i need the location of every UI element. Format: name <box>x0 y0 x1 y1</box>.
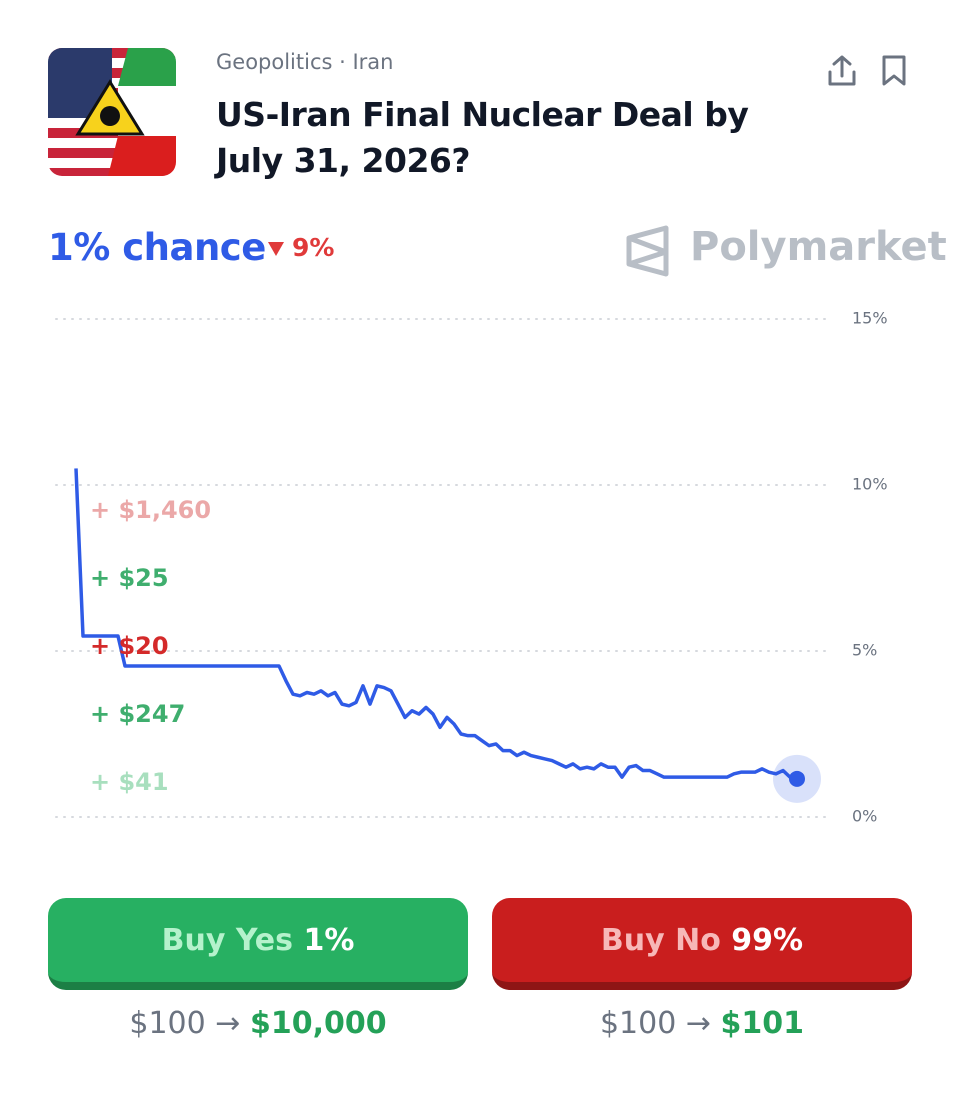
y-tick-label: 0% <box>852 807 877 826</box>
price-chart: 0% 5% 10% 15% <box>55 309 888 826</box>
y-tick-label: 10% <box>852 475 888 494</box>
y-tick-label: 5% <box>852 641 877 660</box>
payout-arrow: → <box>215 1006 241 1041</box>
payout-return: $10,000 <box>249 1006 387 1041</box>
trade-label: + $20 <box>90 632 169 660</box>
market-title: US-Iran Final Nuclear Deal by July 31, 2… <box>216 95 749 180</box>
payout: $100 → $101 <box>492 1006 912 1041</box>
buy-button[interactable]: Buy Yes 1% <box>48 898 468 990</box>
payout-stake: $100 <box>599 1006 677 1041</box>
brand: Polymarket <box>690 224 947 270</box>
payout-stake: $100 <box>129 1006 206 1041</box>
last-point <box>789 770 805 787</box>
payout-return: $101 <box>720 1006 805 1041</box>
share-icon[interactable] <box>826 54 858 88</box>
trade-label: + $247 <box>90 700 186 728</box>
brand-logo <box>626 225 669 277</box>
button-label: Buy Yes <box>161 923 293 958</box>
button-price: 1% <box>303 923 355 958</box>
trade-label: + $1,460 <box>90 496 212 524</box>
bookmark-icon[interactable] <box>880 54 908 88</box>
button-price: 99% <box>731 923 804 958</box>
buy-button[interactable]: Buy No 99% <box>492 898 912 990</box>
change: 9% <box>292 233 335 262</box>
down-arrow <box>268 242 284 256</box>
payout-arrow: → <box>685 1006 711 1041</box>
payout: $100 → $10,000 <box>48 1006 468 1041</box>
trade-label: + $41 <box>90 768 169 796</box>
chance: 1% chance <box>48 226 266 269</box>
trade-label: + $25 <box>90 564 169 592</box>
y-tick-label: 15% <box>852 309 888 328</box>
button-label: Buy No <box>600 923 721 958</box>
category: Geopolitics · Iran <box>216 50 394 74</box>
price-line <box>74 468 798 781</box>
market-icon <box>48 48 176 176</box>
